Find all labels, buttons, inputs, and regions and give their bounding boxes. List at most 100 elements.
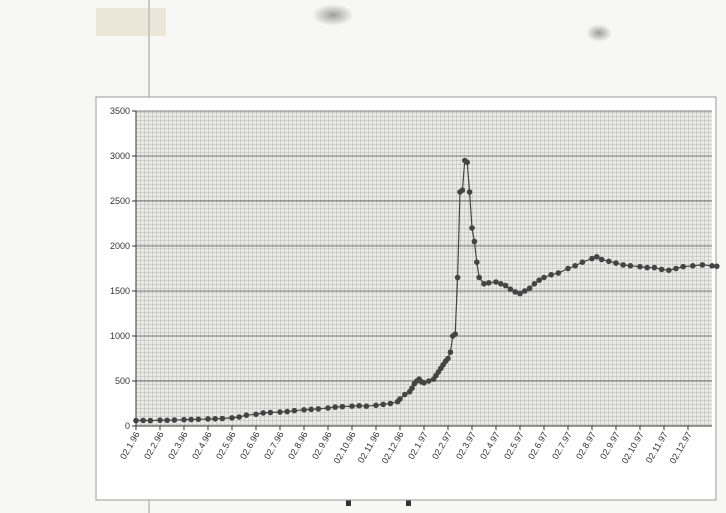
data-point	[133, 417, 139, 424]
data-point	[454, 274, 461, 281]
data-point	[579, 259, 586, 266]
data-point	[308, 406, 315, 413]
data-point	[325, 405, 331, 411]
data-point	[690, 263, 696, 269]
data-point	[147, 417, 154, 424]
data-point	[195, 416, 202, 423]
data-point	[402, 391, 408, 398]
data-point	[541, 274, 547, 281]
data-point	[171, 417, 178, 423]
data-point	[627, 263, 634, 269]
data-point	[301, 407, 307, 413]
data-point	[243, 412, 250, 419]
data-point	[315, 406, 322, 412]
data-point	[517, 290, 523, 297]
data-point	[481, 281, 487, 287]
data-point	[447, 349, 454, 356]
data-point	[474, 259, 480, 266]
y-tick-label: 3000	[110, 151, 130, 161]
data-point	[613, 260, 619, 266]
data-point	[363, 403, 370, 410]
y-tick-label: 1500	[110, 286, 130, 296]
data-point	[397, 396, 403, 402]
data-point	[699, 262, 706, 268]
data-point	[421, 380, 427, 386]
y-tick-label: 0	[125, 421, 130, 431]
data-point	[536, 277, 542, 284]
data-point	[666, 267, 672, 274]
data-point	[212, 416, 218, 422]
data-point	[493, 279, 499, 285]
data-series	[133, 157, 720, 424]
data-point	[512, 289, 518, 295]
data-point	[548, 272, 554, 278]
data-point	[502, 282, 509, 289]
data-point	[260, 410, 267, 416]
data-point	[291, 407, 298, 414]
data-point	[409, 385, 415, 392]
data-point	[164, 417, 170, 424]
data-point	[332, 404, 339, 410]
data-point	[709, 263, 715, 269]
data-point	[651, 264, 658, 271]
data-point	[644, 264, 650, 271]
data-point	[219, 415, 226, 422]
plot-area	[136, 111, 712, 426]
data-point	[598, 256, 605, 263]
data-point	[471, 238, 478, 245]
data-point	[459, 187, 466, 193]
data-point	[476, 274, 483, 281]
data-point	[507, 286, 514, 293]
data-point	[157, 417, 163, 423]
data-point	[658, 266, 665, 273]
data-point	[469, 225, 475, 231]
data-point	[188, 416, 194, 423]
axes	[132, 110, 712, 430]
data-point	[637, 263, 643, 270]
data-point	[572, 263, 578, 269]
data-point	[606, 258, 612, 265]
data-point	[349, 403, 355, 410]
data-point	[229, 415, 235, 421]
data-point	[486, 280, 492, 286]
data-point	[267, 409, 274, 416]
data-point	[140, 417, 146, 424]
data-point	[464, 159, 471, 166]
data-point	[531, 281, 538, 287]
data-point	[714, 263, 720, 270]
y-tick-label: 2000	[110, 241, 130, 251]
data-point	[589, 255, 595, 262]
data-point	[373, 402, 379, 409]
data-point	[253, 411, 259, 418]
tape-residue	[96, 8, 166, 36]
data-point	[620, 262, 626, 268]
ink-smudge	[586, 24, 612, 42]
y-tick-label: 1000	[110, 331, 130, 341]
data-point	[526, 285, 533, 292]
data-point	[594, 253, 600, 260]
data-point	[356, 402, 363, 409]
data-point	[680, 263, 686, 270]
data-point	[452, 331, 459, 338]
data-point	[522, 288, 528, 294]
ink-smudge	[312, 4, 354, 26]
data-point	[387, 400, 394, 407]
data-point	[673, 265, 679, 272]
data-point	[466, 189, 473, 195]
data-point	[277, 409, 283, 415]
data-point	[380, 401, 387, 408]
data-point	[339, 403, 346, 410]
data-point	[205, 416, 211, 422]
y-tick-label: 3500	[110, 106, 130, 116]
y-tick-label: 2500	[110, 196, 130, 206]
data-point	[445, 355, 451, 362]
y-tick-label: 500	[115, 376, 130, 386]
data-point	[555, 270, 562, 276]
data-point	[284, 408, 291, 415]
data-point	[181, 416, 187, 423]
data-point	[498, 281, 504, 287]
data-point	[236, 414, 242, 420]
data-point	[565, 265, 571, 272]
data-point	[426, 378, 432, 384]
